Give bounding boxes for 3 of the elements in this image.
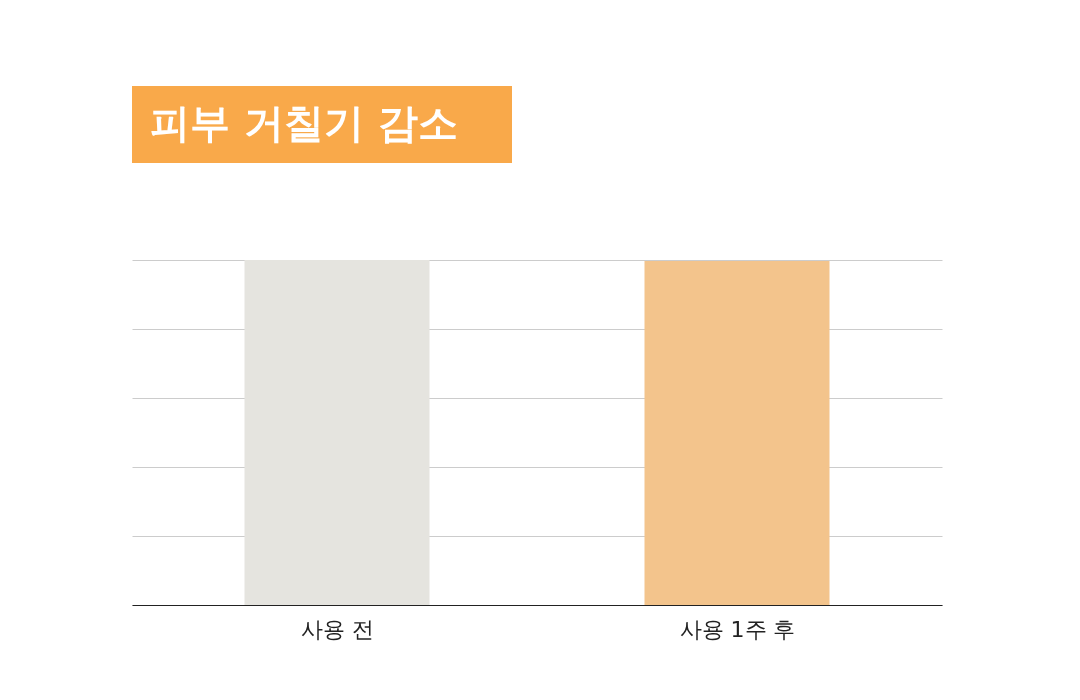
x-tick-label: 사용 1주 후 [679, 616, 796, 642]
x-tick-label: 사용 전 [301, 616, 374, 642]
chart-title: 피부 거칠기 감소 [150, 100, 458, 146]
